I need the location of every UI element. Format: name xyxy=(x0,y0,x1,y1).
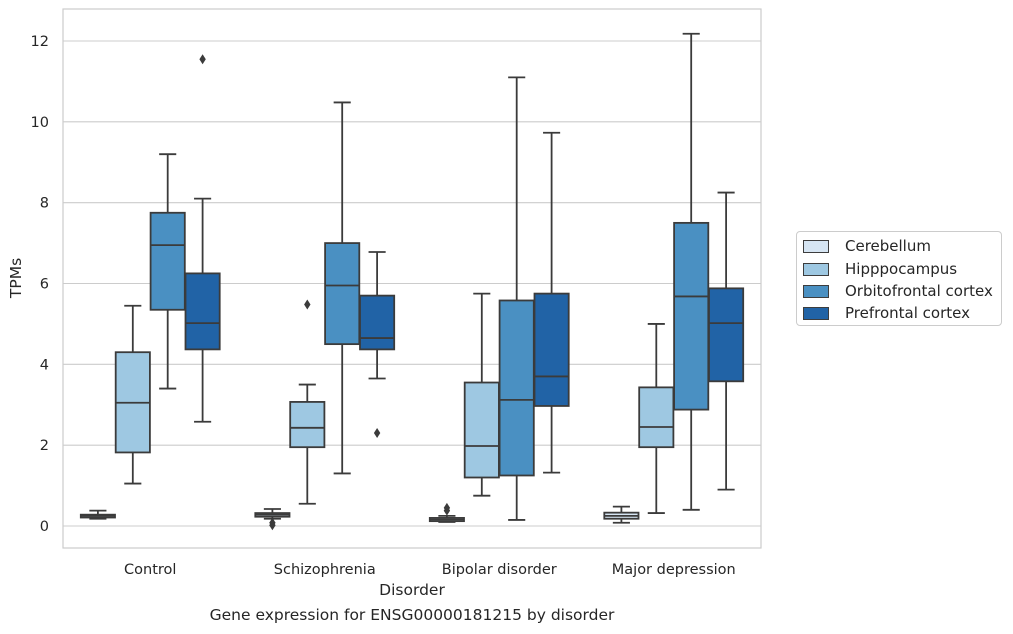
box-plot-series xyxy=(79,32,745,531)
legend-label: Hipppocampus xyxy=(845,260,958,278)
chart-caption: Gene expression for ENSG00000181215 by d… xyxy=(209,606,615,624)
box xyxy=(149,211,186,311)
x-axis-label: Disorder xyxy=(379,581,445,599)
x-tick-labels: Control Schizophrenia Bipolar disorder Majo… xyxy=(124,562,736,578)
y-tick-label: 6 xyxy=(40,277,49,293)
y-tick-label: 2 xyxy=(40,438,49,454)
outlier-point xyxy=(304,299,311,310)
box xyxy=(533,292,570,407)
legend-swatch xyxy=(803,239,829,253)
y-tick-label: 8 xyxy=(40,196,49,212)
box xyxy=(184,272,221,351)
plot-frame xyxy=(62,8,762,549)
legend-item: Orbitofrontal cortex xyxy=(803,281,993,301)
box xyxy=(324,242,361,346)
legend-label: Prefrontal cortex xyxy=(845,304,970,322)
outlier-point xyxy=(443,505,451,516)
legend-item: Prefrontal cortex xyxy=(803,303,970,323)
legend-item: Cerebellum xyxy=(803,236,931,256)
y-tick-label: 10 xyxy=(31,115,49,131)
y-axis-label: TPMs xyxy=(7,258,25,299)
box xyxy=(673,221,710,411)
legend-swatch xyxy=(803,262,829,276)
y-tick-label: 4 xyxy=(40,357,49,373)
x-tick-label: Bipolar disorder xyxy=(442,562,557,578)
y-tick-label: 12 xyxy=(31,34,49,50)
outlier-point xyxy=(373,428,381,439)
box xyxy=(638,386,675,449)
box xyxy=(463,381,500,479)
box xyxy=(289,401,326,449)
legend-label: Cerebellum xyxy=(845,237,931,255)
box xyxy=(359,294,396,351)
y-tick-labels: 0 2 4 6 8 10 12 xyxy=(31,34,49,535)
legend-item: Hipppocampus xyxy=(803,259,957,279)
x-tick-label: Major depression xyxy=(612,562,736,578)
y-tick-label: 0 xyxy=(40,519,49,535)
legend: Cerebellum Hipppocampus Orbitofrontal co… xyxy=(796,231,1002,326)
outlier-point xyxy=(199,54,206,65)
x-tick-label: Schizophrenia xyxy=(274,562,376,578)
x-tick-label: Control xyxy=(124,562,176,578)
legend-swatch xyxy=(803,306,829,320)
outlier-point xyxy=(269,520,276,531)
box xyxy=(708,287,745,383)
legend-swatch xyxy=(803,284,829,298)
legend-label: Orbitofrontal cortex xyxy=(845,282,993,300)
box xyxy=(498,299,535,477)
